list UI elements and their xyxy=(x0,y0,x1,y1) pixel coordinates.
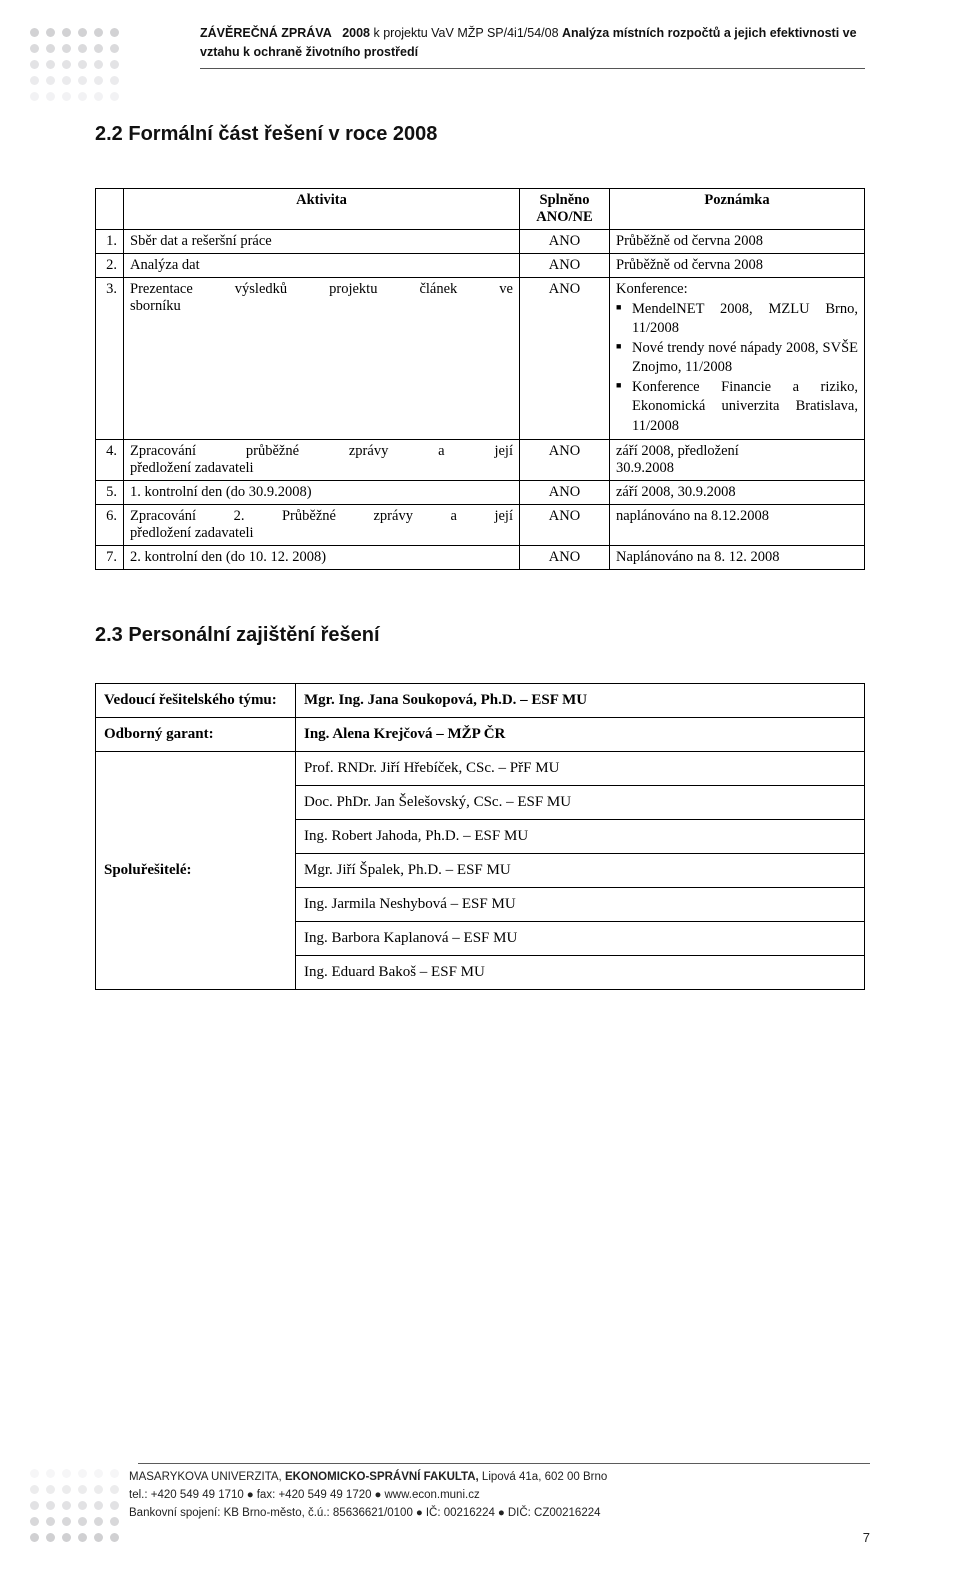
row-activity-line2: sborníku xyxy=(130,298,181,314)
table-row: 3. Prezentace výsledků projektu článek v… xyxy=(96,277,865,440)
lead-value: Mgr. Ing. Jana Soukopová, Ph.D. – ESF MU xyxy=(296,684,865,718)
row-activity: 1. kontrolní den (do 30.9.2008) xyxy=(124,481,520,505)
row-activity: 2. kontrolní den (do 10. 12. 2008) xyxy=(124,546,520,570)
row-num: 5. xyxy=(96,481,124,505)
footer-bank: Bankovní spojení: KB Brno-město, č.ú.: 8… xyxy=(129,1507,413,1519)
th-completed: Splněno ANO/NE xyxy=(520,188,610,229)
row-num: 3. xyxy=(96,277,124,440)
header-dot-grid xyxy=(30,28,119,108)
row-note: Průběžně od června 2008 xyxy=(610,253,865,277)
row-activity: Analýza dat xyxy=(124,253,520,277)
table-row: Spoluřešitelé: Prof. RNDr. Jiří Hřebíček… xyxy=(96,752,865,786)
garant-label: Odborný garant: xyxy=(96,718,296,752)
table-header-row: Aktivita Splněno ANO/NE Poznámka xyxy=(96,188,865,229)
page-footer: MASARYKOVA UNIVERZITA, EKONOMICKO-SPRÁVN… xyxy=(30,1463,870,1549)
footer-address: Lipová 41a, 602 00 Brno xyxy=(479,1471,608,1483)
row-note: září 2008, předložení 30.9.2008 xyxy=(610,440,865,481)
spol-value: Mgr. Jiří Špalek, Ph.D. – ESF MU xyxy=(296,854,865,888)
note-title: Konference: xyxy=(616,281,858,298)
row-yn: ANO xyxy=(520,505,610,546)
spol-value: Ing. Robert Jahoda, Ph.D. – ESF MU xyxy=(296,820,865,854)
footer-ic: IČ: 00216224 xyxy=(426,1507,495,1519)
row-num: 4. xyxy=(96,440,124,481)
spol-value: Doc. PhDr. Jan Šelešovský, CSc. – ESF MU xyxy=(296,786,865,820)
table-row: 1. Sběr dat a rešeršní práce ANO Průběžn… xyxy=(96,229,865,253)
row-activity: Prezentace výsledků projektu článek ve s… xyxy=(124,277,520,440)
row-activity-line2: předložení zadavateli xyxy=(130,460,254,476)
row-note: Konference: MendelNET 2008, MZLU Brno, 1… xyxy=(610,277,865,440)
table-row: Odborný garant: Ing. Alena Krejčová – MŽ… xyxy=(96,718,865,752)
th-note: Poznámka xyxy=(610,188,865,229)
row-activity: Sběr dat a rešeršní práce xyxy=(124,229,520,253)
note-item: MendelNET 2008, MZLU Brno, 11/2008 xyxy=(616,300,858,339)
note-item: Konference Financie a riziko, Ekonomická… xyxy=(616,378,858,437)
row-num: 6. xyxy=(96,505,124,546)
footer-dic: DIČ: CZ00216224 xyxy=(508,1507,601,1519)
row-num: 7. xyxy=(96,546,124,570)
row-yn: ANO xyxy=(520,546,610,570)
header-middle: k projektu VaV MŽP SP/4i1/54/08 xyxy=(373,26,562,40)
section-heading-2-3: 2.3 Personální zajištění řešení xyxy=(95,624,865,647)
th-activity: Aktivita xyxy=(124,188,520,229)
footer-web: www.econ.muni.cz xyxy=(384,1489,479,1501)
row-activity-line2: předložení zadavateli xyxy=(130,525,254,541)
row-note: Průběžně od června 2008 xyxy=(610,229,865,253)
row-activity-line1: Prezentace výsledků projektu článek ve xyxy=(130,281,513,298)
row-activity: Zpracování průběžné zprávy a její předlo… xyxy=(124,440,520,481)
th-num xyxy=(96,188,124,229)
header-title-1: ZÁVĚREČNÁ ZPRÁVA xyxy=(200,26,332,40)
row-activity: Zpracování 2. Průběžné zprávy a její pře… xyxy=(124,505,520,546)
garant-value: Ing. Alena Krejčová – MŽP ČR xyxy=(296,718,865,752)
note-line1: září 2008, předložení xyxy=(616,443,739,459)
row-activity-line1: Zpracování průběžné zprávy a její xyxy=(130,443,513,460)
document-header: ZÁVĚREČNÁ ZPRÁVA 2008 k projektu VaV MŽP… xyxy=(200,24,865,69)
spol-value: Prof. RNDr. Jiří Hřebíček, CSc. – PřF MU xyxy=(296,752,865,786)
th-completed-line1: Splněno xyxy=(540,192,590,208)
spol-value: Ing. Jarmila Neshybová – ESF MU xyxy=(296,888,865,922)
footer-inst: MASARYKOVA UNIVERZITA, xyxy=(129,1471,285,1483)
spol-value: Ing. Eduard Bakoš – ESF MU xyxy=(296,956,865,990)
activities-table: Aktivita Splněno ANO/NE Poznámka 1. Sběr… xyxy=(95,188,865,571)
row-yn: ANO xyxy=(520,481,610,505)
footer-dot-grid xyxy=(30,1467,119,1549)
row-yn: ANO xyxy=(520,440,610,481)
footer-fax: fax: +420 549 49 1720 xyxy=(257,1489,372,1501)
section-heading-2-2: 2.2 Formální část řešení v roce 2008 xyxy=(95,123,865,146)
row-activity-line1: Zpracování 2. Průběžné zprávy a její xyxy=(130,508,513,525)
row-note: Naplánováno na 8. 12. 2008 xyxy=(610,546,865,570)
row-num: 1. xyxy=(96,229,124,253)
note-list: MendelNET 2008, MZLU Brno, 11/2008 Nové … xyxy=(616,300,858,437)
row-num: 2. xyxy=(96,253,124,277)
table-row: Vedoucí řešitelského týmu: Mgr. Ing. Jan… xyxy=(96,684,865,718)
footer-faculty: EKONOMICKO-SPRÁVNÍ FAKULTA, xyxy=(285,1471,479,1483)
row-yn: ANO xyxy=(520,253,610,277)
footer-rule xyxy=(138,1463,870,1464)
footer-text: MASARYKOVA UNIVERZITA, EKONOMICKO-SPRÁVN… xyxy=(129,1467,870,1522)
row-note: naplánováno na 8.12.2008 xyxy=(610,505,865,546)
row-yn: ANO xyxy=(520,277,610,440)
table-row: 7. 2. kontrolní den (do 10. 12. 2008) AN… xyxy=(96,546,865,570)
note-item: Nové trendy nové nápady 2008, SVŠE Znojm… xyxy=(616,339,858,378)
table-row: 5. 1. kontrolní den (do 30.9.2008) ANO z… xyxy=(96,481,865,505)
spol-value: Ing. Barbora Kaplanová – ESF MU xyxy=(296,922,865,956)
table-row: 4. Zpracování průběžné zprávy a její pře… xyxy=(96,440,865,481)
footer-tel: tel.: +420 549 49 1710 xyxy=(129,1489,244,1501)
header-year: 2008 xyxy=(342,26,370,40)
lead-label: Vedoucí řešitelského týmu: xyxy=(96,684,296,718)
note-line2: 30.9.2008 xyxy=(616,460,674,476)
table-row: 2. Analýza dat ANO Průběžně od června 20… xyxy=(96,253,865,277)
spol-label: Spoluřešitelé: xyxy=(96,752,296,990)
row-note: září 2008, 30.9.2008 xyxy=(610,481,865,505)
personnel-table: Vedoucí řešitelského týmu: Mgr. Ing. Jan… xyxy=(95,683,865,990)
page-number: 7 xyxy=(863,1530,870,1545)
th-completed-line2: ANO/NE xyxy=(536,209,592,225)
row-yn: ANO xyxy=(520,229,610,253)
table-row: 6. Zpracování 2. Průběžné zprávy a její … xyxy=(96,505,865,546)
